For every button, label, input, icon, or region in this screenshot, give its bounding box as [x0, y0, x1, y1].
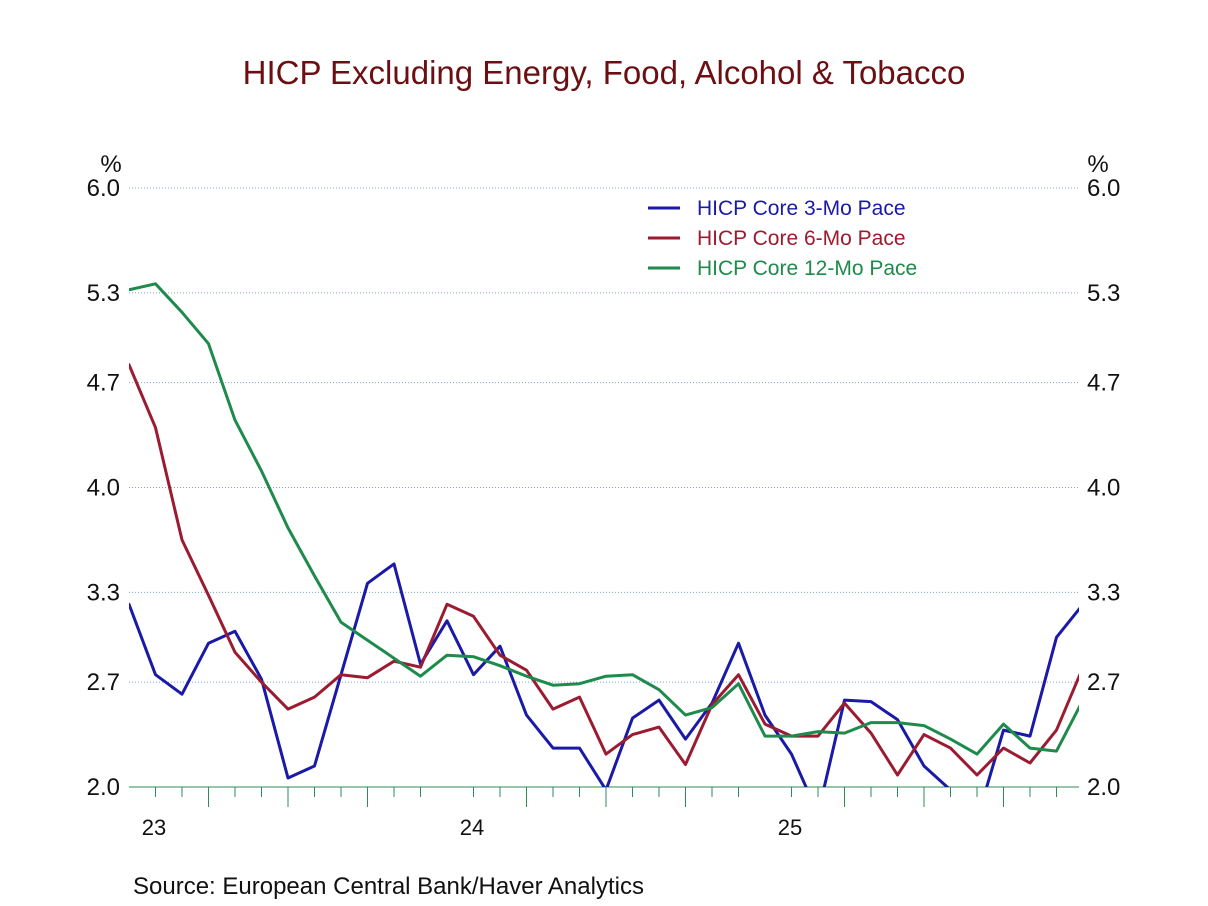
- y-tick-label-right: 6.0: [1087, 175, 1120, 202]
- x-tick-label: 23: [142, 815, 166, 840]
- series-line-3: [129, 282, 1079, 756]
- y-unit-left: %: [100, 151, 121, 178]
- source-note: Source: European Central Bank/Haver Anal…: [133, 873, 644, 900]
- y-unit-right: %: [1087, 151, 1108, 178]
- y-tick-label-right: 2.7: [1087, 669, 1120, 696]
- legend-label: HICP Core 6-Mo Pace: [697, 227, 906, 250]
- y-tick-label-left: 4.7: [87, 370, 120, 397]
- x-axis: 23 24 25: [129, 786, 1079, 840]
- y-tick-label-right: 2.0: [1087, 774, 1120, 801]
- series-line-1: [129, 562, 1079, 787]
- y-tick-label-right: 4.7: [1087, 370, 1120, 397]
- y-axis-ticks: 2.0 2.0 2.7 2.7 3.3 3.3 4.0 4.0 4.7 4.7 5.3 5.3 6.0 6…: [87, 175, 1121, 801]
- x-tick-label: 25: [778, 815, 802, 840]
- y-tick-label-right: 5.3: [1087, 280, 1120, 307]
- legend-label: HICP Core 12-Mo Pace: [697, 257, 917, 280]
- y-tick-label-left: 4.0: [87, 475, 120, 502]
- y-tick-label-left: 3.3: [87, 579, 120, 606]
- y-tick-label-right: 3.3: [1087, 579, 1120, 606]
- y-tick-label-left: 6.0: [87, 175, 120, 202]
- y-tick-label-left: 2.0: [87, 774, 120, 801]
- chart-title: HICP Excluding Energy, Food, Alcohol & T…: [243, 54, 966, 91]
- series-line-2: [129, 363, 1079, 777]
- legend: HICP Core 3-Mo Pace HICP Core 6-Mo Pace HI…: [648, 197, 917, 280]
- y-tick-label-left: 2.7: [87, 669, 120, 696]
- x-tick-label: 24: [460, 815, 484, 840]
- y-tick-label-right: 4.0: [1087, 475, 1120, 502]
- gridlines: [129, 187, 1079, 683]
- legend-label: HICP Core 3-Mo Pace: [697, 197, 906, 220]
- y-tick-label-left: 5.3: [87, 280, 120, 307]
- series-lines: [129, 282, 1079, 787]
